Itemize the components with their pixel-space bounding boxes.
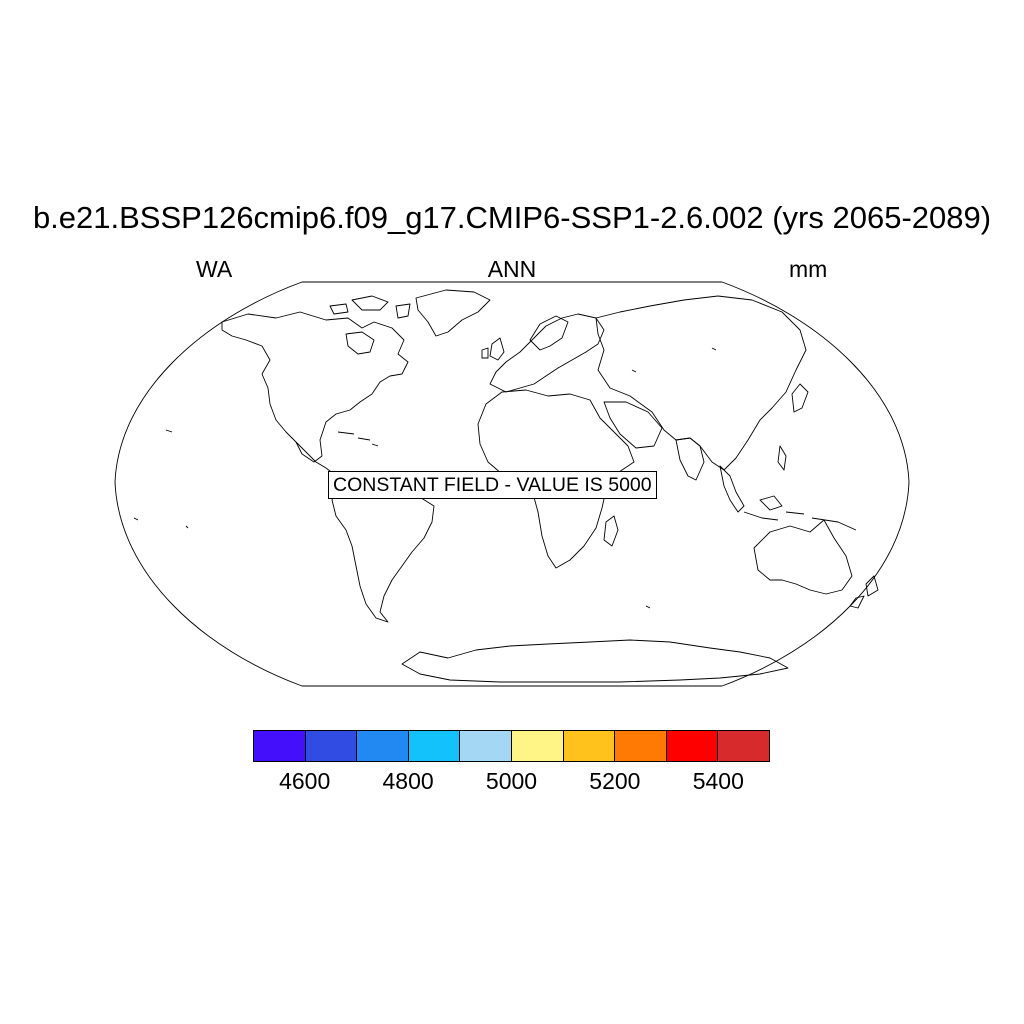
colorbar-swatch <box>666 731 719 761</box>
colorbar-swatch <box>460 731 512 761</box>
australia-coastline <box>753 519 853 595</box>
madagascar <box>603 515 619 547</box>
colorbar-swatch <box>563 731 616 761</box>
greenland-coastline <box>415 289 491 337</box>
constant-field-annotation: CONSTANT FIELD - VALUE IS 5000 <box>328 471 657 499</box>
north-america-coastline <box>221 311 409 463</box>
colorbar-swatch <box>305 731 358 761</box>
colorbar-swatch <box>718 731 769 761</box>
units-label: mm <box>789 256 828 282</box>
japan <box>791 383 809 413</box>
map-frame <box>114 281 910 687</box>
colorbar-tick-label: 5000 <box>485 768 538 794</box>
philippines <box>777 445 787 471</box>
colorbar-tick-label: 4800 <box>382 768 434 794</box>
colorbar-tick-label: 4600 <box>279 768 331 794</box>
india-coastline <box>675 437 705 481</box>
colorbar-swatch <box>408 731 461 761</box>
colorbar-swatch <box>357 731 409 761</box>
indonesia <box>743 495 857 531</box>
colorbar <box>253 730 770 762</box>
hudson-bay <box>345 331 375 355</box>
europe-coastline <box>489 313 605 393</box>
asia-coastline <box>595 295 807 471</box>
antarctica-coastline <box>401 639 789 683</box>
plot-title: b.e21.BSSP126cmip6.f09_g17.CMIP6-SSP1-2.… <box>32 200 992 235</box>
arctic-islands <box>329 295 411 319</box>
variable-label: WA <box>196 256 233 282</box>
scandinavia-coastline <box>529 315 569 351</box>
colorbar-tick-label: 5200 <box>589 768 641 794</box>
colorbar-swatch <box>615 731 667 761</box>
new-zealand <box>849 575 879 609</box>
british-isles <box>481 337 505 361</box>
south-america-coastline <box>331 477 435 623</box>
caribbean-islands <box>337 431 379 447</box>
arabia-coastline <box>603 401 663 449</box>
colorbar-swatch <box>511 731 564 761</box>
colorbar-swatch <box>254 731 306 761</box>
season-label: ANN <box>487 256 537 282</box>
southeast-asia-coastline <box>719 465 745 513</box>
pacific-islands <box>133 347 717 609</box>
colorbar-tick-label: 5400 <box>692 768 744 794</box>
